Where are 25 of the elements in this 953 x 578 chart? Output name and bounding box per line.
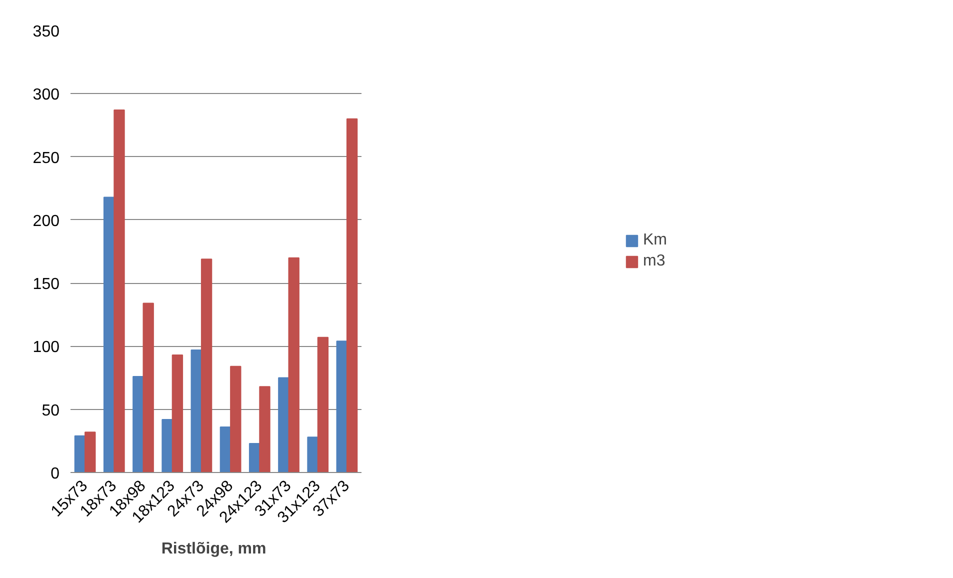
bar	[114, 110, 125, 472]
bar	[172, 354, 184, 472]
y-tick-label: 250	[32, 150, 60, 167]
bar	[132, 376, 144, 472]
bar	[142, 302, 154, 472]
y-tick-label: 300	[32, 86, 60, 104]
bar	[162, 418, 173, 472]
bar	[307, 436, 318, 472]
bar	[288, 257, 300, 472]
legend-label: Km	[643, 232, 667, 250]
y-tick-label: 200	[32, 212, 60, 230]
bar	[259, 386, 270, 472]
y-tick-label: 150	[32, 276, 60, 294]
x-axis-title: Ristlõige, mm	[161, 540, 266, 558]
bar	[84, 432, 96, 472]
bar	[200, 258, 212, 472]
bar	[346, 118, 358, 472]
y-tick-label: 100	[32, 339, 60, 356]
legend-label: m3	[643, 252, 666, 270]
y-tick-label: 350	[32, 24, 60, 40]
bar	[230, 366, 242, 472]
bar	[317, 336, 329, 472]
y-tick-label: 0	[50, 466, 60, 482]
bar	[278, 377, 290, 472]
y-tick-label: 50	[42, 402, 60, 420]
